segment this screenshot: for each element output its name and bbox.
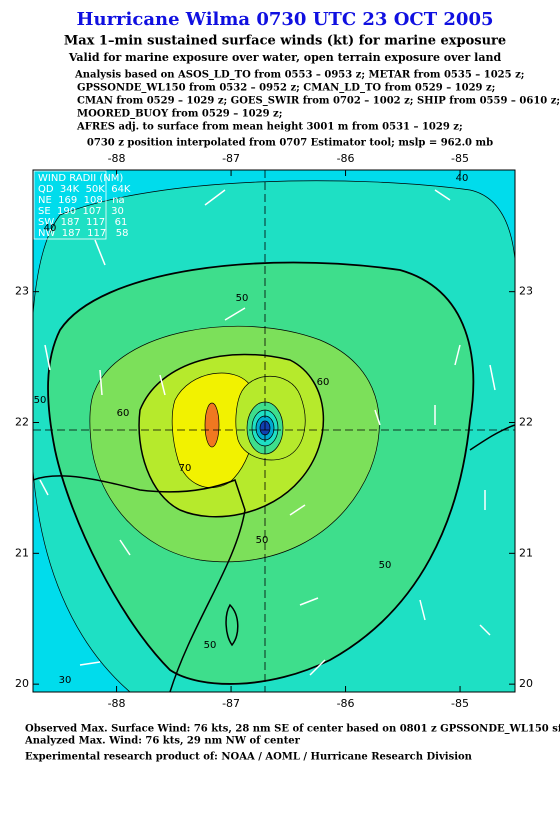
contour-label: 50 — [34, 395, 47, 406]
credit: Experimental research product of: NOAA /… — [25, 752, 473, 763]
y-tick-label: 22 — [15, 415, 29, 428]
y-tick-label: 20 — [15, 677, 29, 690]
x-tick-label: -86 — [337, 697, 355, 710]
contour-label: 40 — [456, 173, 469, 184]
x-tick-label: -87 — [222, 697, 240, 710]
contour-label: 60 — [317, 377, 330, 388]
contour-label: 70 — [179, 463, 192, 474]
wind-radii-row: SE 190 107 30 — [38, 206, 124, 217]
contour-label: 60 — [117, 408, 130, 419]
analysis-line: AFRES adj. to surface from mean height 3… — [76, 122, 463, 133]
y-tick-label: 21 — [519, 546, 533, 559]
x-tick-label: -85 — [451, 152, 469, 165]
x-tick-label: -85 — [451, 697, 469, 710]
contour-label: 50 — [256, 535, 269, 546]
y-tick-label: 23 — [15, 285, 29, 298]
contour-label: 50 — [204, 640, 217, 651]
analyzed-note: Analyzed Max. Wind: 76 kts, 29 nm NW of … — [24, 736, 301, 747]
x-tick-label: -86 — [337, 152, 355, 165]
y-tick-label: 20 — [519, 677, 533, 690]
contour-label: 30 — [59, 675, 72, 686]
x-tick-label: -88 — [108, 697, 126, 710]
analysis-line: MOORED_BUOY from 0529 – 1029 z; — [77, 109, 282, 120]
subtitle: Max 1–min sustained surface winds (kt) f… — [64, 34, 506, 49]
wind-radii-row: WIND RADII (NM) — [38, 173, 123, 184]
contour-label: 50 — [236, 293, 249, 304]
analysis-line: GPSSONDE_WL150 from 0532 – 0952 z; CMAN_… — [77, 83, 495, 94]
contour-label: 40 — [44, 223, 57, 234]
map — [32, 169, 516, 693]
x-tick-label: -88 — [108, 152, 126, 165]
analysis-line: Analysis based on ASOS_LD_TO from 0553 –… — [74, 70, 524, 81]
y-tick-label: 21 — [15, 546, 29, 559]
observed-note: Observed Max. Surface Wind: 76 kts, 28 n… — [25, 724, 560, 735]
wind-radii-row: SW 187 117 61 — [38, 217, 127, 228]
y-tick-label: 22 — [519, 415, 533, 428]
wind-vectors — [39, 189, 496, 676]
wind-radii-row: NW 187 117 58 — [38, 228, 129, 239]
x-tick-label: -87 — [222, 152, 240, 165]
y-tick-label: 23 — [519, 285, 533, 298]
title: Hurricane Wilma 0730 UTC 23 OCT 2005 — [76, 9, 493, 30]
analysis-line: CMAN from 0529 – 1029 z; GOES_SWIR from … — [77, 96, 560, 107]
position-note: 0730 z position interpolated from 0707 E… — [87, 138, 493, 149]
wind-radii-row: NE 169 108 na — [38, 195, 125, 206]
contour-label: 50 — [379, 560, 392, 571]
validity: Valid for marine exposure over water, op… — [68, 51, 502, 64]
contours — [33, 170, 515, 692]
wind-radii-row: QD 34K 50K 64K — [38, 184, 131, 195]
